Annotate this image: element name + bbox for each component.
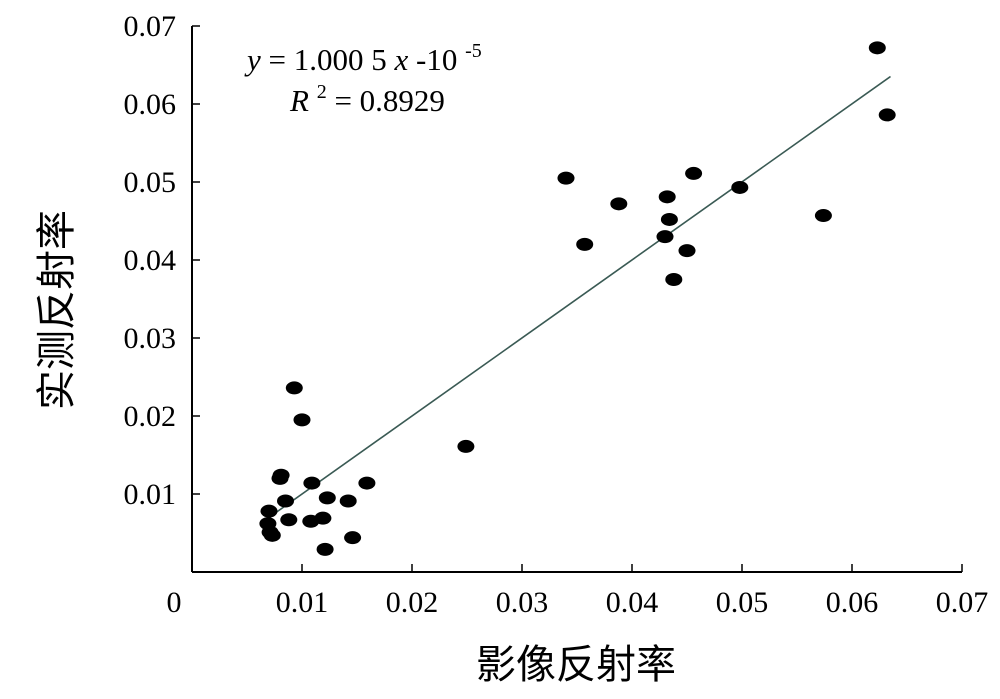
x-tick-label: 0 bbox=[167, 586, 182, 619]
data-point bbox=[685, 166, 703, 180]
x-tick-label: 0.03 bbox=[496, 586, 549, 619]
y-axis-title: 实测反射率 bbox=[34, 210, 79, 410]
data-point bbox=[316, 542, 334, 556]
fit-line-group bbox=[266, 75, 891, 520]
data-point bbox=[610, 197, 628, 211]
data-point bbox=[293, 413, 311, 427]
data-point bbox=[277, 494, 294, 508]
equation-exponent: -5 bbox=[465, 40, 482, 62]
x-tick-label: 0.06 bbox=[826, 586, 879, 619]
data-point bbox=[678, 244, 696, 258]
x-tick-label: 0.01 bbox=[276, 586, 329, 619]
equation-y-symbol: y bbox=[244, 42, 261, 77]
r-squared-exponent: 2 bbox=[317, 81, 327, 103]
equation-coefficient: = 1.000 5 bbox=[269, 42, 387, 77]
data-point bbox=[358, 476, 376, 490]
x-tick-label: 0.04 bbox=[606, 586, 659, 619]
data-point bbox=[280, 513, 298, 527]
data-point bbox=[814, 209, 832, 223]
data-point bbox=[339, 494, 357, 508]
x-tick-label: 0.07 bbox=[936, 586, 989, 619]
regression-equation: y = 1.000 5 x -10 -5 bbox=[244, 40, 482, 77]
data-point bbox=[314, 511, 332, 525]
r-squared-label: R 2 = 0.8929 bbox=[289, 70, 445, 118]
data-point bbox=[272, 468, 290, 482]
data-point bbox=[660, 212, 678, 226]
x-axis-title: 影像反射率 bbox=[476, 642, 676, 687]
data-point bbox=[576, 237, 594, 251]
data-point bbox=[731, 180, 749, 194]
data-point bbox=[658, 190, 676, 204]
x-tick-label: 0.05 bbox=[716, 586, 769, 619]
y-tick-label: 0.06 bbox=[124, 88, 177, 121]
x-tick-label: 0.02 bbox=[386, 586, 439, 619]
r-squared-value: = 0.8929 bbox=[334, 83, 444, 118]
tick-labels: 0 0.01 0.02 0.03 0.04 0.05 0.06 0.07 0.01 0.02 0.0… bbox=[124, 10, 989, 619]
data-point bbox=[261, 525, 279, 539]
data-point bbox=[303, 476, 321, 490]
data-point bbox=[656, 230, 674, 244]
data-point bbox=[344, 531, 362, 545]
y-tick-label: 0.04 bbox=[124, 244, 177, 277]
data-point bbox=[285, 381, 303, 395]
y-tick-label: 0.02 bbox=[124, 400, 177, 433]
tick-marks bbox=[192, 25, 963, 572]
data-point bbox=[665, 273, 683, 286]
y-tick-label: 0.07 bbox=[124, 10, 177, 43]
data-point bbox=[318, 491, 336, 505]
equation-intercept: -10 bbox=[416, 42, 457, 77]
data-point bbox=[557, 171, 575, 185]
y-tick-label: 0.01 bbox=[124, 478, 177, 511]
data-point bbox=[868, 41, 886, 55]
r-squared-symbol: R bbox=[289, 83, 309, 118]
data-point bbox=[878, 108, 896, 122]
data-points bbox=[259, 41, 896, 556]
data-point bbox=[260, 504, 278, 518]
y-tick-label: 0.05 bbox=[124, 166, 177, 199]
axes bbox=[191, 26, 962, 573]
equation-x-symbol: x bbox=[394, 42, 409, 77]
y-tick-label: 0.03 bbox=[124, 322, 177, 355]
regression-line bbox=[266, 75, 891, 520]
data-point bbox=[457, 439, 475, 453]
